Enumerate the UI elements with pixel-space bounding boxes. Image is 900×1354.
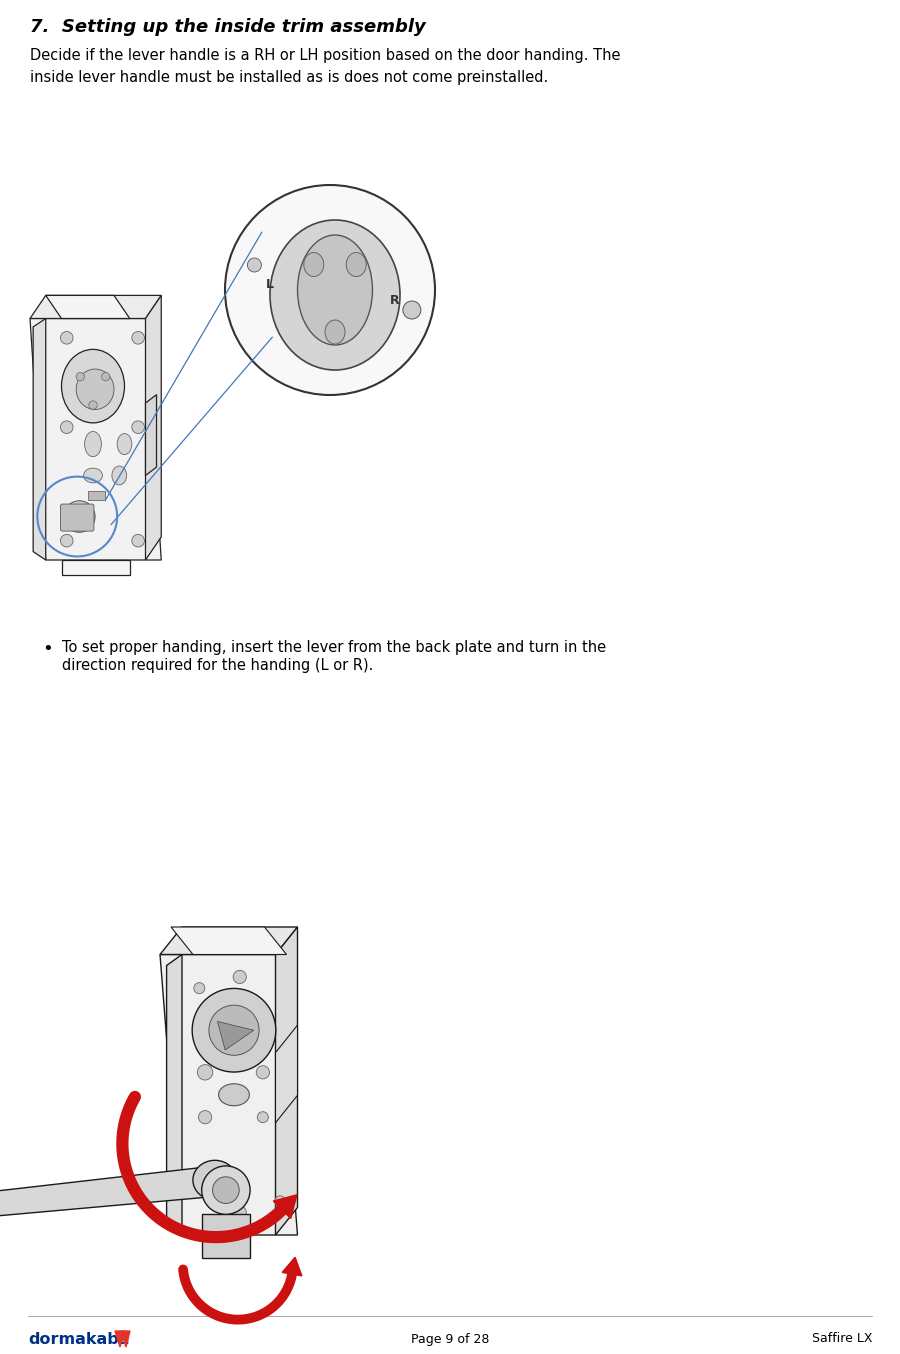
Ellipse shape xyxy=(112,466,127,485)
Ellipse shape xyxy=(85,432,102,456)
Polygon shape xyxy=(202,1215,250,1258)
Polygon shape xyxy=(166,955,182,1235)
Circle shape xyxy=(225,185,435,395)
Polygon shape xyxy=(115,1331,124,1347)
Polygon shape xyxy=(46,295,130,318)
Polygon shape xyxy=(61,561,130,574)
Circle shape xyxy=(60,421,73,433)
Polygon shape xyxy=(30,295,161,318)
Text: •: • xyxy=(42,640,53,658)
Circle shape xyxy=(197,1064,212,1080)
Circle shape xyxy=(131,421,145,433)
Polygon shape xyxy=(33,318,46,561)
Circle shape xyxy=(131,332,145,344)
Text: Decide if the lever handle is a RH or LH position based on the door handing. The: Decide if the lever handle is a RH or LH… xyxy=(30,47,620,84)
Polygon shape xyxy=(30,318,161,561)
Polygon shape xyxy=(283,1258,302,1275)
Ellipse shape xyxy=(76,370,114,409)
Circle shape xyxy=(131,535,145,547)
Polygon shape xyxy=(121,1331,130,1347)
Circle shape xyxy=(193,988,275,1072)
Ellipse shape xyxy=(325,320,345,344)
Circle shape xyxy=(209,1005,259,1055)
Circle shape xyxy=(212,1177,239,1204)
Ellipse shape xyxy=(84,468,103,483)
Circle shape xyxy=(233,971,247,983)
Text: R: R xyxy=(391,294,400,306)
Ellipse shape xyxy=(304,253,324,276)
Polygon shape xyxy=(160,927,298,955)
Text: Saffire LX: Saffire LX xyxy=(812,1332,872,1346)
Text: Page 9 of 28: Page 9 of 28 xyxy=(410,1332,490,1346)
Polygon shape xyxy=(218,1021,254,1051)
Polygon shape xyxy=(275,1025,298,1122)
Circle shape xyxy=(89,401,97,409)
Ellipse shape xyxy=(219,1083,249,1106)
Polygon shape xyxy=(160,955,298,1235)
FancyBboxPatch shape xyxy=(60,504,94,531)
Polygon shape xyxy=(275,927,298,1235)
Circle shape xyxy=(60,332,73,344)
Ellipse shape xyxy=(117,433,131,455)
Ellipse shape xyxy=(193,1160,237,1200)
Bar xyxy=(88,492,104,500)
Circle shape xyxy=(102,372,110,380)
Polygon shape xyxy=(0,1164,226,1217)
Circle shape xyxy=(256,1066,269,1079)
Ellipse shape xyxy=(270,219,400,370)
Circle shape xyxy=(248,259,261,272)
Polygon shape xyxy=(171,927,286,955)
Circle shape xyxy=(199,1110,212,1124)
Text: L: L xyxy=(266,279,274,291)
Circle shape xyxy=(76,372,85,380)
Circle shape xyxy=(274,1196,285,1206)
Ellipse shape xyxy=(298,236,373,345)
Ellipse shape xyxy=(61,349,124,422)
Circle shape xyxy=(60,535,73,547)
Text: To set proper handing, insert the lever from the back plate and turn in the: To set proper handing, insert the lever … xyxy=(62,640,606,655)
Circle shape xyxy=(257,1112,268,1122)
Circle shape xyxy=(403,301,421,320)
Text: direction required for the handing (L or R).: direction required for the handing (L or… xyxy=(62,658,374,673)
Circle shape xyxy=(64,501,95,532)
Polygon shape xyxy=(146,394,157,475)
Circle shape xyxy=(202,1166,250,1215)
Polygon shape xyxy=(274,1194,297,1219)
Text: 7.  Setting up the inside trim assembly: 7. Setting up the inside trim assembly xyxy=(30,18,426,37)
Ellipse shape xyxy=(346,253,366,276)
Circle shape xyxy=(233,1206,247,1219)
Polygon shape xyxy=(146,295,161,561)
Text: dormakaba: dormakaba xyxy=(28,1331,130,1346)
Circle shape xyxy=(194,983,205,994)
